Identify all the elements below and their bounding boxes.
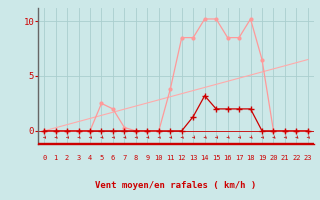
X-axis label: Vent moyen/en rafales ( km/h ): Vent moyen/en rafales ( km/h ): [95, 181, 257, 190]
